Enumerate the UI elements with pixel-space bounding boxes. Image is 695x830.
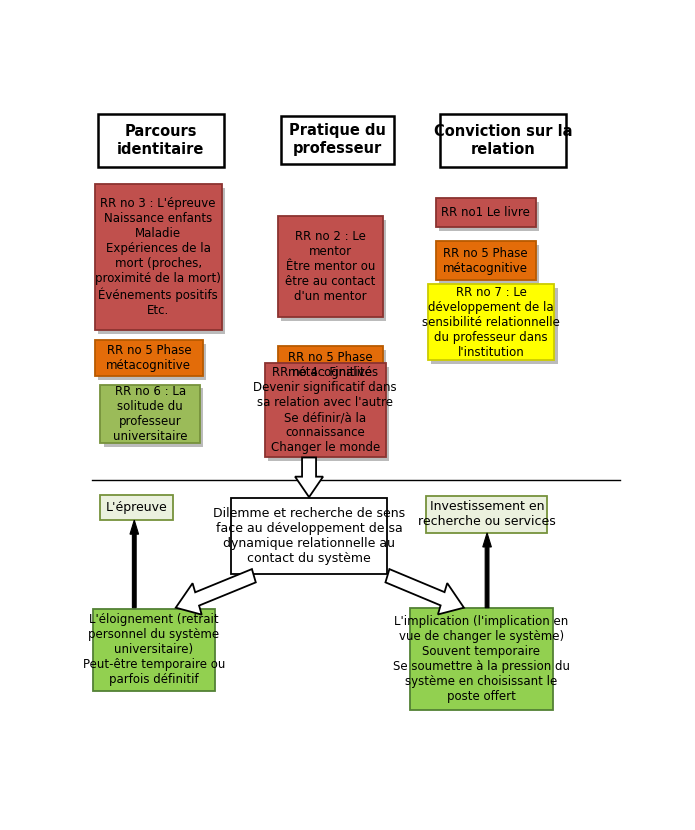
Text: RR no 5 Phase
métacognitive: RR no 5 Phase métacognitive bbox=[288, 351, 373, 378]
FancyBboxPatch shape bbox=[278, 216, 383, 317]
Polygon shape bbox=[176, 569, 256, 615]
Text: RR no 3 : L'épreuve
Naissance enfants
Maladie
Expériences de la
mort (proches,
p: RR no 3 : L'épreuve Naissance enfants Ma… bbox=[95, 197, 221, 317]
FancyBboxPatch shape bbox=[93, 609, 215, 691]
Polygon shape bbox=[386, 569, 464, 614]
Text: RR no 4 : Finalités
Devenir significatif dans
sa relation avec l'autre
Se défini: RR no 4 : Finalités Devenir significatif… bbox=[254, 366, 397, 454]
Text: RR no 5 Phase
métacognitive: RR no 5 Phase métacognitive bbox=[106, 344, 191, 372]
FancyBboxPatch shape bbox=[281, 220, 386, 320]
Text: RR no 5 Phase
métacognitive: RR no 5 Phase métacognitive bbox=[443, 247, 528, 275]
FancyBboxPatch shape bbox=[439, 202, 539, 232]
FancyBboxPatch shape bbox=[95, 184, 222, 330]
Text: L'éloignement (retrait
personnel du système
universitaire)
Peut-être temporaire : L'éloignement (retrait personnel du syst… bbox=[83, 613, 225, 686]
Text: L'épreuve: L'épreuve bbox=[106, 500, 167, 514]
Text: RR no 6 : La
solitude du
professeur
universitaire: RR no 6 : La solitude du professeur univ… bbox=[113, 385, 188, 443]
FancyBboxPatch shape bbox=[428, 285, 555, 359]
FancyBboxPatch shape bbox=[281, 115, 394, 164]
Text: RR no1 Le livre: RR no1 Le livre bbox=[441, 206, 530, 219]
FancyBboxPatch shape bbox=[104, 388, 203, 447]
Text: L'implication (l'implication en
vue de changer le système)
Souvent temporaire
Se: L'implication (l'implication en vue de c… bbox=[393, 615, 570, 703]
Polygon shape bbox=[130, 520, 138, 608]
FancyBboxPatch shape bbox=[97, 115, 224, 167]
Polygon shape bbox=[483, 533, 491, 608]
FancyBboxPatch shape bbox=[98, 344, 206, 379]
FancyBboxPatch shape bbox=[281, 350, 386, 387]
FancyBboxPatch shape bbox=[100, 495, 173, 520]
FancyBboxPatch shape bbox=[98, 188, 224, 334]
Text: Parcours
identitaire: Parcours identitaire bbox=[117, 124, 204, 157]
FancyBboxPatch shape bbox=[231, 498, 387, 574]
FancyBboxPatch shape bbox=[426, 496, 548, 533]
Text: Conviction sur la
relation: Conviction sur la relation bbox=[434, 124, 572, 157]
Text: Dilemme et recherche de sens
face au développement de sa
dynamique relationnelle: Dilemme et recherche de sens face au dév… bbox=[213, 507, 405, 565]
FancyBboxPatch shape bbox=[278, 346, 383, 383]
Text: RR no 2 : Le
mentor
Être mentor ou
être au contact
d'un mentor: RR no 2 : Le mentor Être mentor ou être … bbox=[286, 230, 376, 303]
FancyBboxPatch shape bbox=[440, 115, 566, 167]
Text: Pratique du
professeur: Pratique du professeur bbox=[289, 124, 386, 156]
FancyBboxPatch shape bbox=[95, 340, 203, 376]
Text: Investissement en
recherche ou services: Investissement en recherche ou services bbox=[418, 500, 556, 529]
FancyBboxPatch shape bbox=[436, 242, 536, 280]
FancyBboxPatch shape bbox=[431, 288, 557, 364]
FancyBboxPatch shape bbox=[268, 367, 389, 461]
Polygon shape bbox=[295, 457, 323, 497]
FancyBboxPatch shape bbox=[436, 198, 536, 227]
FancyBboxPatch shape bbox=[265, 363, 386, 457]
FancyBboxPatch shape bbox=[410, 608, 553, 710]
FancyBboxPatch shape bbox=[100, 384, 200, 443]
Text: RR no 7 : Le
développement de la
sensibilité relationnelle
du professeur dans
l': RR no 7 : Le développement de la sensibi… bbox=[422, 286, 560, 359]
FancyBboxPatch shape bbox=[439, 246, 539, 284]
